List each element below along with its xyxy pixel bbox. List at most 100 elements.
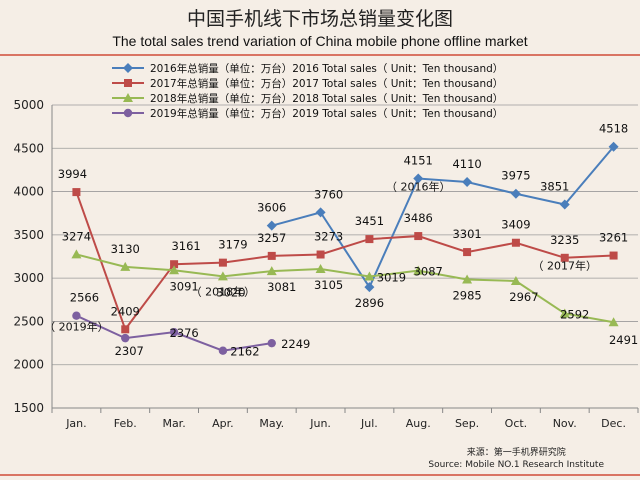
- data-point-triangle: [266, 266, 277, 276]
- data-point-diamond: [266, 220, 277, 231]
- data-label: 3257: [257, 231, 286, 245]
- data-label: 3081: [267, 280, 296, 294]
- data-point-square: [365, 235, 374, 244]
- data-point-square: [511, 238, 520, 247]
- data-point-square: [560, 253, 569, 262]
- data-label: 3975: [501, 169, 530, 183]
- data-label: 3451: [355, 214, 384, 228]
- grid-lines: [52, 104, 638, 409]
- legend-label: 2017年总销量（单位：万台）2017 Total sales（ Unit：Te…: [150, 77, 503, 90]
- x-tick-label: Sep.: [455, 417, 479, 430]
- x-tick-label: Aug.: [406, 417, 431, 430]
- series-lines: [75, 146, 615, 352]
- data-label: 3261: [599, 231, 628, 245]
- series-year-annotation: （ 2018年）: [191, 284, 256, 298]
- data-label: 2162: [230, 345, 259, 359]
- data-label: 3994: [58, 167, 87, 181]
- series-year-annotation: （ 2019年）: [44, 320, 109, 334]
- data-point-circle: [121, 333, 130, 343]
- data-label: 3760: [314, 187, 343, 201]
- series-line: [75, 191, 614, 332]
- data-label: 3301: [452, 227, 481, 241]
- data-point-square: [72, 188, 81, 197]
- data-point-diamond: [462, 177, 473, 188]
- data-label: 2985: [452, 288, 481, 302]
- data-point-triangle: [364, 271, 375, 281]
- source-zh: 来源：第一手机界研究院: [466, 448, 566, 458]
- data-label: 3179: [218, 238, 247, 252]
- x-tick-label: Oct.: [505, 417, 528, 430]
- data-label: 2409: [111, 304, 140, 318]
- data-label: 2896: [355, 296, 384, 310]
- data-point-triangle: [169, 265, 180, 275]
- annotations: （ 2016年） （ 2017年） （ 2018年） （ 2019年）: [44, 180, 597, 334]
- x-tick-label: Apr.: [212, 417, 234, 430]
- y-tick-label: 3500: [13, 228, 44, 242]
- x-tick-label: Nov.: [553, 417, 577, 430]
- chart-title-en: The total sales trend variation of China…: [112, 33, 528, 49]
- data-point-triangle: [413, 265, 424, 275]
- data-label: 3087: [414, 265, 443, 279]
- x-tick-label: Mar.: [162, 417, 185, 430]
- y-tick-label: 3000: [13, 271, 44, 285]
- y-tick-label: 2500: [13, 314, 44, 328]
- series-line: [76, 253, 614, 324]
- x-tick-label: Jan.: [65, 417, 86, 430]
- data-label: 3486: [404, 211, 433, 225]
- data-point-circle: [218, 346, 228, 355]
- data-label: 2249: [281, 337, 310, 351]
- data-point-square: [316, 250, 325, 259]
- data-point-square: [170, 260, 179, 269]
- data-label: 4110: [452, 157, 481, 171]
- data-label: 3161: [171, 239, 200, 253]
- data-point-circle: [123, 108, 133, 118]
- data-label: 3105: [314, 278, 343, 292]
- legend-label: 2019年总销量（单位：万台）2019 Total sales（ Unit：Te…: [150, 107, 503, 120]
- y-tick-label: 2000: [13, 358, 44, 372]
- data-label: 2967: [509, 290, 538, 304]
- data-point-triangle: [71, 249, 82, 259]
- data-label: 3020: [216, 285, 245, 299]
- data-point-square: [414, 232, 423, 241]
- data-point-square: [267, 251, 276, 260]
- axes: 1500 2000 2500 3000 3500 4000 4500 5000 Jan. Feb.…: [13, 98, 639, 430]
- data-label: 2307: [115, 344, 144, 358]
- source-en: Source: Mobile NO.1 Research Institute: [428, 460, 604, 470]
- data-point-diamond: [413, 173, 424, 184]
- data-point-square: [218, 258, 227, 267]
- data-label: 3606: [257, 201, 286, 215]
- y-tick-label: 4500: [13, 141, 44, 155]
- series-markers: [71, 141, 619, 355]
- data-label: 3130: [111, 242, 140, 256]
- x-tick-label: May.: [259, 417, 284, 430]
- data-label: 2566: [70, 291, 99, 305]
- data-labels: 3606 3760 2896 4151 4110 3975 3851 4518 3994 2409…: [58, 122, 638, 359]
- bottom-rule: [0, 474, 640, 476]
- data-point-triangle: [462, 274, 473, 284]
- data-point-triangle: [120, 261, 131, 271]
- data-label: 3019: [377, 270, 406, 284]
- chart-title-zh: 中国手机线下市场总销量变化图: [186, 8, 453, 30]
- x-tick-label: Jul.: [360, 417, 378, 430]
- data-point-diamond: [315, 207, 326, 218]
- data-label: 3409: [501, 218, 530, 232]
- data-point-diamond: [510, 188, 521, 199]
- x-tick-label: Jun.: [309, 417, 331, 430]
- series-line: [271, 146, 615, 290]
- data-label: 2376: [169, 326, 198, 340]
- data-point-circle: [169, 327, 179, 337]
- data-point-diamond: [123, 63, 133, 73]
- data-point-triangle: [217, 271, 228, 281]
- data-point-square: [609, 251, 618, 260]
- x-tick-label: Feb.: [114, 417, 137, 430]
- data-point-triangle: [315, 264, 326, 274]
- data-point-square: [121, 325, 130, 334]
- data-point-square: [124, 79, 132, 87]
- data-point-circle: [267, 338, 276, 348]
- y-tick-label: 4000: [13, 185, 44, 199]
- data-label: 3851: [540, 179, 569, 193]
- y-tick-label: 1500: [13, 401, 44, 415]
- series-year-annotation: （ 2016年）: [386, 180, 451, 194]
